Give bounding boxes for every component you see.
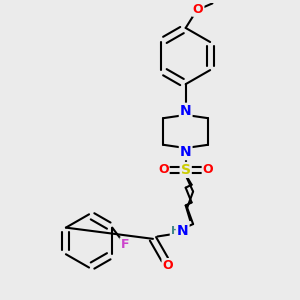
Text: F: F	[121, 238, 129, 251]
Text: N: N	[177, 224, 188, 239]
Text: N: N	[180, 104, 191, 118]
Text: O: O	[158, 164, 169, 176]
Text: O: O	[193, 3, 203, 16]
Text: N: N	[180, 145, 191, 159]
Text: H: H	[171, 226, 180, 236]
Text: O: O	[202, 164, 213, 176]
Text: S: S	[181, 163, 191, 177]
Text: O: O	[163, 259, 173, 272]
